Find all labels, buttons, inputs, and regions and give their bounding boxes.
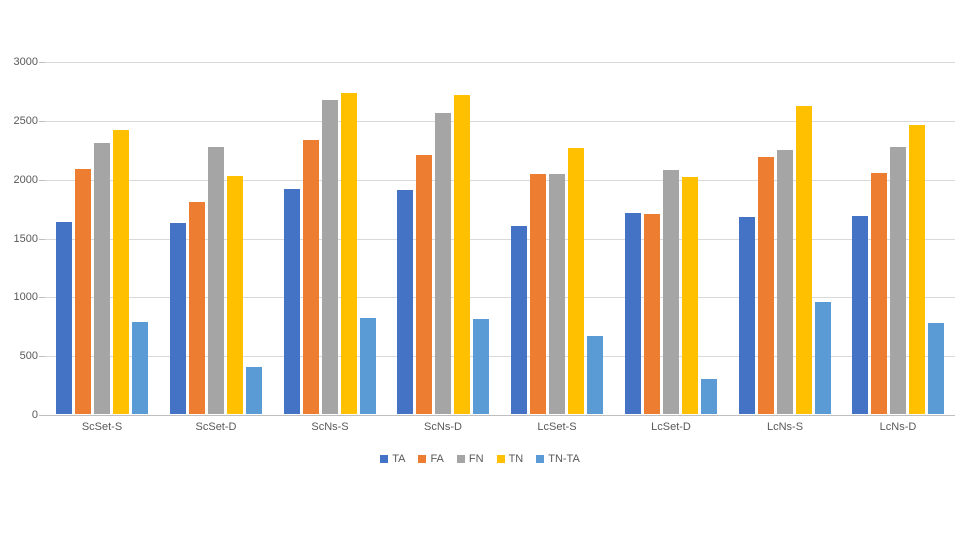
y-axis-label: 1000 (13, 291, 38, 303)
legend-item-TA: TA (380, 453, 405, 465)
bar-group-ScSet-S (45, 62, 159, 415)
legend-item-FA: FA (418, 453, 444, 465)
bar-FN-ScNs-S (322, 100, 338, 414)
x-axis-label: LcNs-D (879, 421, 917, 433)
bar-group-LcSet-S (500, 62, 614, 415)
y-axis-label: 3000 (13, 56, 38, 68)
y-axis-label: 500 (19, 350, 38, 362)
bar-TN-LcNs-S (796, 106, 812, 414)
gridline (45, 62, 955, 63)
bar-TA-LcSet-D (625, 213, 641, 414)
bar-TN-ScNs-D (454, 95, 470, 414)
legend-swatch-icon (536, 455, 545, 463)
bar-FN-ScNs-D (435, 113, 451, 414)
legend-label: TN-TA (548, 453, 580, 465)
y-axis-label: 2000 (13, 174, 38, 186)
legend-swatch-icon (456, 455, 465, 463)
legend-swatch-icon (418, 455, 427, 463)
x-axis-label: ScSet-S (81, 421, 123, 433)
bar-TN-TA-LcSet-S (587, 336, 603, 414)
bar-TN-LcSet-S (568, 148, 584, 414)
x-axis-label: LcSet-S (537, 421, 577, 433)
y-axis-tick (39, 356, 45, 357)
bar-group-LcNs-D (841, 62, 955, 415)
bar-FA-LcSet-S (530, 174, 546, 414)
chart-legend: TA FA FN TN TN-TA (0, 453, 960, 465)
bar-FA-ScSet-S (75, 169, 91, 414)
y-axis-tick (39, 297, 45, 298)
legend-item-FN: FN (456, 453, 484, 465)
bar-TN-ScSet-S (113, 130, 129, 414)
bar-FA-LcNs-D (871, 173, 887, 414)
bar-FA-ScNs-D (416, 155, 432, 414)
gridline (45, 297, 955, 298)
bar-FA-LcSet-D (644, 214, 660, 414)
legend-swatch-icon (380, 455, 389, 463)
y-axis-tick (39, 415, 45, 416)
bar-TA-LcNs-D (852, 216, 868, 414)
legend-item-TN-TA: TN-TA (536, 453, 580, 465)
x-axis-label: ScSet-D (195, 421, 237, 433)
y-axis-label: 0 (31, 409, 38, 421)
legend-label: FN (468, 453, 484, 465)
bar-TN-TA-LcNs-S (815, 302, 831, 414)
y-axis-label: 2500 (13, 115, 38, 127)
gridline (45, 121, 955, 122)
bar-TA-ScNs-D (397, 190, 413, 414)
x-axis-label: ScNs-D (424, 421, 462, 433)
bar-group-ScNs-D (386, 62, 500, 415)
bar-TN-TA-ScNs-S (360, 318, 376, 414)
bar-group-LcSet-D (614, 62, 728, 415)
bar-FA-LcNs-S (758, 157, 774, 414)
x-axis-line (45, 415, 955, 416)
x-axis-label: LcNs-S (766, 421, 804, 433)
bar-TN-TA-ScSet-D (246, 367, 262, 414)
bar-TN-TA-LcSet-D (701, 379, 717, 414)
bar-FA-ScSet-D (189, 202, 205, 414)
y-axis-tick (39, 180, 45, 181)
bar-TA-LcSet-S (511, 226, 527, 414)
y-axis-tick (39, 239, 45, 240)
bar-TN-LcNs-D (909, 125, 925, 414)
y-axis-tick (39, 121, 45, 122)
bar-TN-TA-ScNs-D (473, 319, 489, 414)
x-axis-label: ScNs-S (311, 421, 349, 433)
bar-TN-TA-LcNs-D (928, 323, 944, 414)
bar-FN-ScSet-S (94, 143, 110, 414)
legend-label: TA (392, 453, 406, 465)
bar-FN-LcNs-S (777, 150, 793, 414)
y-axis-label: 1500 (13, 233, 38, 245)
bar-TA-LcNs-S (739, 217, 755, 414)
legend-label: TN (508, 453, 524, 465)
legend-item-TN: TN (496, 453, 524, 465)
bar-TA-ScNs-S (284, 189, 300, 414)
bar-FN-ScSet-D (208, 147, 224, 414)
bar-TA-ScSet-S (56, 222, 72, 414)
gridline (45, 180, 955, 181)
bar-FA-ScNs-S (303, 140, 319, 414)
bar-FN-LcSet-S (549, 174, 565, 414)
bar-FN-LcNs-D (890, 147, 906, 414)
x-axis-label: LcSet-D (651, 421, 691, 433)
bar-TN-ScSet-D (227, 176, 243, 414)
bar-TA-ScSet-D (170, 223, 186, 414)
y-axis-tick (39, 62, 45, 63)
bar-FN-LcSet-D (663, 170, 679, 414)
bar-TN-LcSet-D (682, 177, 698, 414)
legend-swatch-icon (496, 455, 505, 463)
bar-TN-TA-ScSet-S (132, 322, 148, 414)
plot-area (45, 62, 955, 416)
bar-group-ScNs-S (273, 62, 387, 415)
legend-label: FA (430, 453, 444, 465)
gridline (45, 239, 955, 240)
gridline (45, 356, 955, 357)
bar-group-ScSet-D (159, 62, 273, 415)
bar-group-LcNs-S (728, 62, 842, 415)
bar-TN-ScNs-S (341, 93, 357, 414)
